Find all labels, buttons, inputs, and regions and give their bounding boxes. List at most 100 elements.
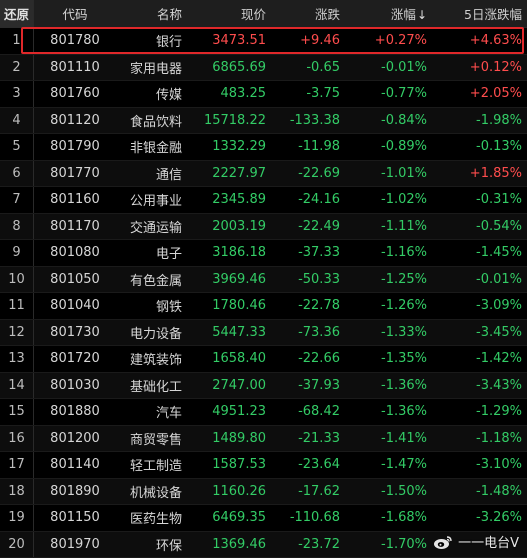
row-change-pct: -1.26% — [340, 298, 427, 313]
row-change: -73.36 — [266, 325, 340, 340]
column-header-5day-pct[interactable]: 5日涨跌幅 — [427, 4, 527, 23]
column-header-change-pct[interactable]: 涨幅↓ — [340, 4, 427, 23]
row-5day-pct: -1.29% — [427, 404, 527, 419]
restore-button[interactable]: 还原 — [0, 0, 34, 27]
row-code: 801150 — [34, 510, 112, 525]
row-name: 家用电器 — [112, 58, 182, 77]
row-name: 环保 — [112, 535, 182, 554]
row-change: -37.93 — [266, 378, 340, 393]
row-price: 2345.89 — [182, 192, 266, 207]
column-header-change-pct-label: 涨幅 — [391, 7, 416, 22]
row-change: -21.33 — [266, 431, 340, 446]
row-code: 801170 — [34, 219, 112, 234]
row-5day-pct: -1.48% — [427, 484, 527, 499]
row-code: 801890 — [34, 484, 112, 499]
row-price: 3186.18 — [182, 245, 266, 260]
row-index: 5 — [0, 134, 34, 160]
row-code: 801970 — [34, 537, 112, 552]
row-5day-pct: -1.45% — [427, 245, 527, 260]
row-5day-pct: -3.45% — [427, 325, 527, 340]
row-name: 医药生物 — [112, 508, 182, 527]
row-code: 801720 — [34, 351, 112, 366]
row-name: 基础化工 — [112, 376, 182, 395]
row-change: -23.64 — [266, 457, 340, 472]
table-header: 还原 代码 名称 现价 涨跌 涨幅↓ 5日涨跌幅 — [0, 0, 527, 28]
row-change-pct: -1.01% — [340, 166, 427, 181]
row-change-pct: -1.16% — [340, 245, 427, 260]
row-change: -11.98 — [266, 139, 340, 154]
row-change-pct: +0.27% — [340, 33, 427, 48]
row-5day-pct: -3.43% — [427, 378, 527, 393]
column-header-code[interactable]: 代码 — [34, 4, 112, 23]
row-5day-pct: -1.18% — [427, 431, 527, 446]
row-change: -3.75 — [266, 86, 340, 101]
row-change-pct: -1.11% — [340, 219, 427, 234]
row-price: 6469.35 — [182, 510, 266, 525]
row-name: 有色金属 — [112, 270, 182, 289]
row-index: 16 — [0, 426, 34, 452]
column-header-change[interactable]: 涨跌 — [266, 4, 340, 23]
row-code: 801760 — [34, 86, 112, 101]
row-change-pct: -1.68% — [340, 510, 427, 525]
watermark-text: 一一电台V — [458, 532, 519, 551]
row-change: -22.69 — [266, 166, 340, 181]
row-index: 9 — [0, 240, 34, 266]
row-change-pct: -0.84% — [340, 113, 427, 128]
row-price: 483.25 — [182, 86, 266, 101]
row-index: 4 — [0, 108, 34, 134]
row-5day-pct: -0.01% — [427, 272, 527, 287]
row-price: 1587.53 — [182, 457, 266, 472]
column-header-price[interactable]: 现价 — [182, 4, 266, 23]
row-index: 13 — [0, 346, 34, 372]
watermark: 一一电台V — [433, 532, 519, 551]
row-index: 10 — [0, 267, 34, 293]
row-code: 801140 — [34, 457, 112, 472]
row-index: 20 — [0, 532, 34, 558]
row-change: -133.38 — [266, 113, 340, 128]
row-change: -22.49 — [266, 219, 340, 234]
row-price: 4951.23 — [182, 404, 266, 419]
row-5day-pct: -3.10% — [427, 457, 527, 472]
row-5day-pct: -0.13% — [427, 139, 527, 154]
row-change: -0.65 — [266, 60, 340, 75]
row-name: 交通运输 — [112, 217, 182, 236]
row-code: 801050 — [34, 272, 112, 287]
column-header-name[interactable]: 名称 — [112, 4, 182, 23]
row-index: 19 — [0, 505, 34, 531]
row-index: 1 — [0, 28, 34, 54]
row-5day-pct: -0.54% — [427, 219, 527, 234]
sort-descending-icon: ↓ — [417, 8, 427, 22]
row-price: 5447.33 — [182, 325, 266, 340]
row-price: 3969.46 — [182, 272, 266, 287]
row-index: 7 — [0, 187, 34, 213]
row-index: 3 — [0, 81, 34, 107]
row-index: 8 — [0, 214, 34, 240]
row-code: 801120 — [34, 113, 112, 128]
row-change: -17.62 — [266, 484, 340, 499]
row-index: 17 — [0, 452, 34, 478]
row-change-pct: -1.41% — [340, 431, 427, 446]
row-name: 钢铁 — [112, 296, 182, 315]
row-change: -50.33 — [266, 272, 340, 287]
